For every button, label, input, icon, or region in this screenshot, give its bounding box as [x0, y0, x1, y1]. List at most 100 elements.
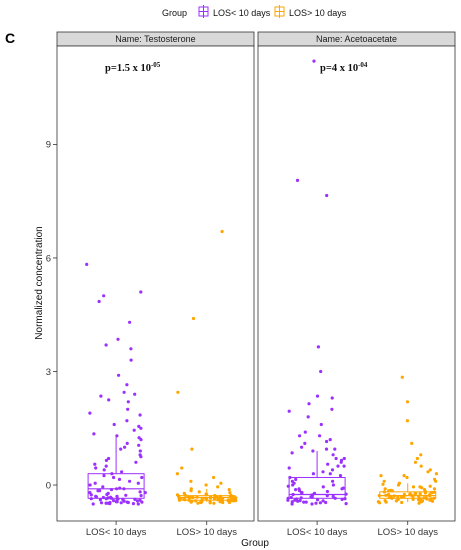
- point-los-10-days-72: [213, 494, 217, 498]
- point-los-10-days-36: [110, 472, 114, 476]
- facet-acetoacetate: Name: Acetoacetate p=4 x 10-04: [257, 31, 456, 522]
- point-los-10-days-66: [344, 502, 348, 506]
- point-los-10-days-53: [139, 494, 143, 498]
- point-los-10-days-64: [318, 501, 322, 505]
- y-tick-label-9: 9: [46, 140, 51, 151]
- point-los-10-days-35: [428, 494, 432, 498]
- point-los-10-days-28: [328, 472, 332, 476]
- point-los-10-days-79: [108, 502, 112, 506]
- facet-strip-label-testosterone: Name: Testosterone: [115, 34, 195, 44]
- point-los-10-days-3: [410, 441, 414, 445]
- point-los-10-days-55: [199, 500, 203, 505]
- point-los-10-days-43: [177, 498, 182, 502]
- point-los-10-days-96: [137, 443, 141, 447]
- point-los-10-days-30: [418, 492, 422, 496]
- point-los-10-days-76: [419, 500, 424, 504]
- point-los-10-days-17: [311, 449, 315, 453]
- point-los-10-days-67: [234, 496, 238, 500]
- point-los-10-days-26: [382, 490, 386, 494]
- point-los-10-days-18: [428, 484, 432, 488]
- point-los-10-days-12: [133, 392, 137, 396]
- point-los-10-days-49: [88, 491, 92, 495]
- point-los-10-days-52: [384, 500, 388, 504]
- point-los-10-days-28: [191, 495, 195, 500]
- point-los-10-days-54: [378, 501, 382, 505]
- point-los-10-days-94: [93, 462, 97, 466]
- point-los-10-days-61: [116, 497, 120, 501]
- x-tick-label-los-10-days: LOS< 10 days: [86, 527, 147, 538]
- pvalue-acetoacetate: p=4 x 10-04: [320, 61, 368, 74]
- point-los-10-days-58: [298, 499, 302, 503]
- point-los-10-days-35: [286, 484, 290, 488]
- point-los-10-days-20: [139, 426, 143, 430]
- point-los-10-days-84: [89, 497, 93, 501]
- point-los-10-days-5: [175, 472, 179, 476]
- point-los-10-days-18: [125, 419, 129, 423]
- point-los-10-days-46: [109, 488, 114, 492]
- point-los-10-days-24: [390, 489, 394, 493]
- legend-title: Group: [162, 8, 187, 18]
- point-los-10-days-47: [428, 498, 432, 502]
- point-los-10-days-62: [218, 496, 222, 500]
- point-los-10-days-63: [98, 498, 102, 502]
- point-los-10-days-53: [400, 500, 404, 505]
- facet-marks-testosterone: [85, 229, 238, 506]
- point-los-10-days-73: [183, 493, 187, 497]
- point-los-10-days-34: [291, 483, 295, 487]
- point-los-10-days-1: [295, 178, 300, 182]
- point-los-10-days-70: [114, 500, 118, 504]
- point-los-10-days-68: [384, 493, 388, 497]
- point-los-10-days-7: [419, 464, 423, 468]
- point-los-10-days-60: [104, 497, 108, 501]
- point-los-10-days-63: [324, 500, 328, 505]
- point-los-10-days-5: [116, 337, 120, 341]
- point-los-10-days-57: [386, 492, 391, 497]
- point-los-10-days-61: [387, 489, 391, 493]
- y-axis: 0 3 6 9: [46, 140, 57, 491]
- point-los-10-days-2: [325, 193, 329, 198]
- point-los-10-days-49: [394, 499, 398, 503]
- point-los-10-days-27: [119, 447, 123, 451]
- point-los-10-days-16: [381, 482, 385, 486]
- y-axis-title: Normalized concentration: [34, 226, 45, 339]
- point-los-10-days-77: [331, 479, 335, 483]
- pvalue-testosterone: p=1.5 x 10-05: [105, 61, 161, 74]
- point-los-10-days-61: [290, 500, 294, 504]
- point-los-10-days-3: [190, 447, 194, 451]
- point-los-10-days-3: [316, 345, 320, 349]
- point-los-10-days-46: [325, 494, 329, 498]
- point-los-10-days-76: [331, 483, 335, 487]
- facet-marks-acetoacetate: [286, 59, 438, 506]
- point-los-10-days-34: [94, 466, 98, 470]
- point-los-10-days-27: [321, 470, 325, 474]
- point-los-10-days-10: [303, 430, 307, 434]
- point-los-10-days-33: [221, 496, 225, 500]
- point-los-10-days-37: [102, 474, 106, 478]
- pvalue-exp-testosterone: -05: [151, 61, 161, 69]
- point-los-10-days-78: [382, 479, 386, 483]
- point-los-10-days-81: [333, 447, 337, 451]
- point-los-10-days-0: [312, 59, 316, 63]
- pvalue-base-acetoacetate: p=4 x 10: [320, 63, 358, 74]
- point-los-10-days-17: [88, 411, 92, 415]
- point-los-10-days-53: [343, 497, 347, 501]
- point-los-10-days-32: [134, 460, 138, 464]
- point-los-10-days-59: [212, 501, 216, 505]
- point-los-10-days-31: [104, 458, 108, 462]
- point-los-10-days-74: [422, 496, 426, 500]
- point-los-10-days-50: [289, 495, 293, 500]
- legend-key-los-gt-10: [274, 5, 285, 18]
- point-los-10-days-97: [137, 436, 141, 440]
- point-los-10-days-3: [97, 299, 101, 304]
- point-los-10-days-4: [319, 369, 323, 374]
- point-los-10-days-69: [304, 500, 308, 504]
- pvalue-base-testosterone: p=1.5 x 10: [105, 63, 151, 74]
- point-los-10-days-65: [194, 499, 198, 503]
- point-los-10-days-15: [300, 445, 304, 449]
- point-los-10-days-87: [89, 493, 93, 497]
- point-los-10-days-6: [212, 475, 216, 480]
- point-los-10-days-82: [91, 502, 95, 506]
- point-los-10-days-39: [294, 488, 298, 492]
- point-los-10-days-11: [122, 390, 126, 394]
- x-tick-label-los-10-days: LOS< 10 days: [287, 527, 348, 538]
